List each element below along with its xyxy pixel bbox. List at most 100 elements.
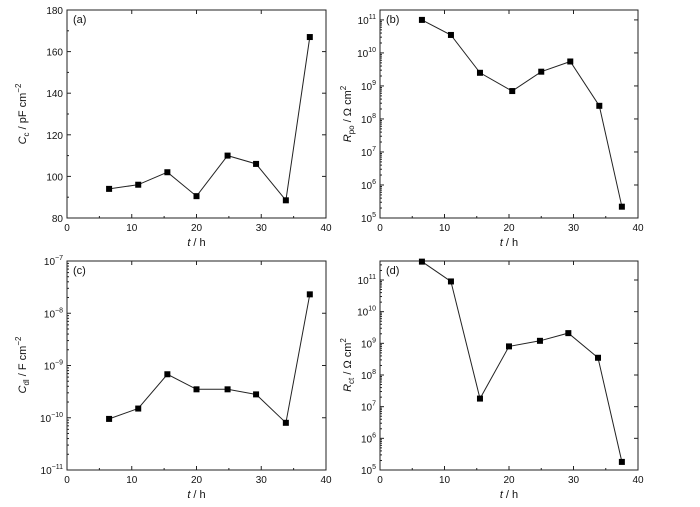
data-point <box>476 69 483 76</box>
x-tick-label: 30 <box>256 475 268 486</box>
y-tick-label: 10−11 <box>41 464 64 477</box>
x-tick-label: 30 <box>568 223 580 234</box>
x-tick-label: 0 <box>64 223 70 234</box>
data-point <box>618 203 625 210</box>
series-line <box>421 19 623 207</box>
x-axis-label: t / h <box>187 489 205 501</box>
x-tick-label: 20 <box>191 223 203 234</box>
y-tick-label: 105 <box>361 464 376 477</box>
data-point <box>106 185 113 192</box>
data-point <box>567 58 574 65</box>
data-point <box>164 371 171 378</box>
x-tick-label: 20 <box>191 475 203 486</box>
data-point <box>253 160 260 167</box>
x-tick-label: 30 <box>256 223 268 234</box>
data-point <box>282 419 289 426</box>
x-tick-label: 0 <box>377 475 383 486</box>
panel-d: (d) 0 10 20 30 40 105 106 107 108 109 1010 1011 t / h… <box>339 258 644 501</box>
y-tick-label: 107 <box>361 146 376 159</box>
y-tick-label: 107 <box>361 401 376 414</box>
data-point <box>476 395 483 402</box>
y-axis-label: Cdl / F cm−2 <box>14 336 31 393</box>
data-point <box>418 258 425 265</box>
y-axis-label: Rct / Ω cm2 <box>339 338 356 392</box>
data-point <box>135 181 142 188</box>
data-point <box>595 354 602 361</box>
data-point <box>193 193 200 200</box>
data-point <box>193 386 200 393</box>
x-tick-label: 40 <box>320 223 332 234</box>
data-point <box>538 68 545 75</box>
data-point <box>618 458 625 465</box>
x-tick-label: 30 <box>568 475 580 486</box>
data-point <box>418 16 425 23</box>
data-point <box>106 415 113 422</box>
y-tick-label: 108 <box>361 113 376 126</box>
x-tick-label: 40 <box>632 475 644 486</box>
x-tick-label: 20 <box>503 223 515 234</box>
panel-label: (c) <box>73 265 86 277</box>
y-tick-label: 108 <box>361 369 376 382</box>
data-point <box>506 343 512 350</box>
y-tick-label: 80 <box>52 214 64 225</box>
y-tick-label: 10−8 <box>44 307 63 320</box>
series-line <box>108 294 311 424</box>
x-tick-label: 20 <box>503 475 515 486</box>
panel-label: (a) <box>73 14 86 26</box>
x-tick-label: 0 <box>64 475 70 486</box>
y-tick-label: 1010 <box>357 47 376 60</box>
x-tick-label: 0 <box>377 223 383 234</box>
data-point <box>224 386 231 393</box>
data-point <box>596 102 603 109</box>
y-tick-label: 109 <box>361 337 376 350</box>
x-axis-label: t / h <box>187 237 205 249</box>
plot-frame <box>66 9 327 219</box>
y-axis-label: Cc / pF cm−2 <box>14 83 31 144</box>
y-tick-label: 10−7 <box>44 255 63 268</box>
y-tick-label: 180 <box>46 6 63 17</box>
panel-label: (b) <box>386 14 399 26</box>
y-tick-label: 1011 <box>358 274 376 287</box>
series-line <box>109 36 311 202</box>
y-tick-label: 106 <box>361 432 376 445</box>
y-tick-label: 1011 <box>358 14 376 27</box>
data-point <box>224 152 231 159</box>
data-point <box>447 278 454 285</box>
y-tick-label: 106 <box>361 179 376 192</box>
x-tick-label: 10 <box>439 475 451 486</box>
panel-a: (a) 0 10 20 30 40 80 100 120 140 160 180 t / h Cc / p… <box>14 6 332 249</box>
y-tick-label: 10−10 <box>40 412 63 425</box>
y-tick-label: 140 <box>46 89 63 100</box>
panel-c: (c) 0 10 20 30 40 10−11 10−10 10−9 10−8 10−7 t / h C… <box>14 255 332 501</box>
panel-label: (d) <box>386 265 399 277</box>
x-tick-label: 10 <box>126 475 138 486</box>
y-tick-label: 105 <box>361 212 376 225</box>
series-line <box>421 261 623 463</box>
data-point <box>306 34 313 41</box>
data-point <box>282 197 289 204</box>
x-axis-label: t / h <box>500 237 518 249</box>
x-tick-label: 40 <box>320 475 332 486</box>
data-point <box>536 337 543 344</box>
data-point <box>447 31 454 38</box>
plot-frame <box>66 260 327 471</box>
data-point <box>135 405 142 412</box>
data-point <box>306 291 313 298</box>
x-tick-label: 40 <box>632 223 644 234</box>
data-point <box>253 391 260 398</box>
x-tick-label: 10 <box>126 223 138 234</box>
y-tick-label: 120 <box>46 131 63 142</box>
y-tick-label: 160 <box>46 48 63 59</box>
panel-b: (b) 0 10 20 30 40 105 106 107 108 109 1010 1011 t / h… <box>339 9 644 249</box>
y-tick-label: 10−9 <box>44 360 63 373</box>
data-point <box>164 169 171 176</box>
y-tick-label: 100 <box>46 172 63 183</box>
y-tick-label: 1010 <box>357 306 376 319</box>
x-tick-label: 10 <box>439 223 451 234</box>
data-point <box>565 330 572 337</box>
y-tick-label: 109 <box>361 80 376 93</box>
data-point <box>509 88 516 95</box>
x-axis-label: t / h <box>500 489 518 501</box>
y-axis-label: Rpo / Ω cm2 <box>339 85 356 142</box>
